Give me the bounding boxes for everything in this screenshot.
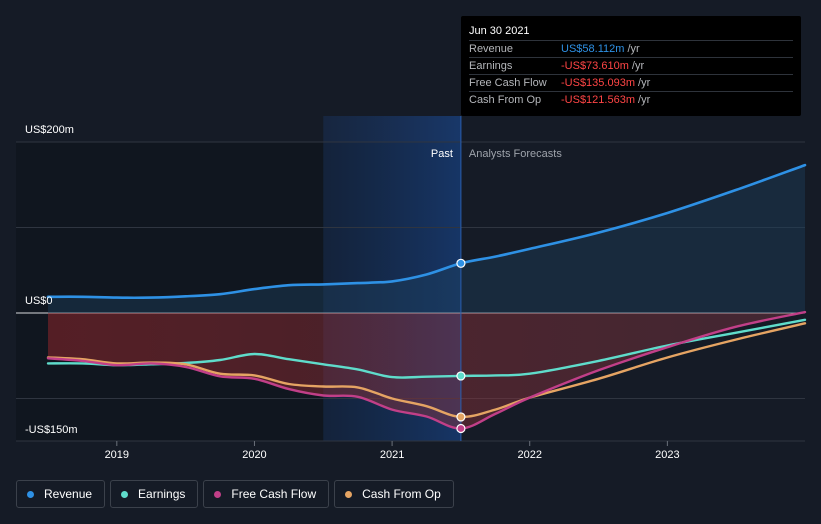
free-cash-flow-dot-icon xyxy=(214,490,222,498)
x-tick-label: 2022 xyxy=(517,449,541,461)
legend-label: Revenue xyxy=(44,487,93,501)
tooltip-row-revenue: Revenue US$58.112m /yr xyxy=(469,40,793,57)
revenue-area xyxy=(48,165,805,313)
cash-from-op-marker xyxy=(456,412,466,422)
series-lines xyxy=(46,163,807,430)
tooltip-row-cash-from-op: Cash From Op -US$121.563m /yr xyxy=(469,91,793,108)
negative-area xyxy=(48,312,805,429)
cash-from-op-dot-icon xyxy=(345,490,353,498)
tooltip-label: Revenue xyxy=(469,43,514,55)
legend-item-cash-from-op[interactable]: Cash From Op xyxy=(334,480,454,508)
earnings-marker xyxy=(456,371,466,381)
tooltip-label: Earnings xyxy=(469,60,513,72)
x-axis-ticks: 2019 2020 2021 2022 2023 xyxy=(105,441,680,461)
earnings-dot-icon xyxy=(121,490,129,498)
x-tick-label: 2020 xyxy=(242,449,266,461)
legend-item-earnings[interactable]: Earnings xyxy=(110,480,199,508)
free-cash-flow-line xyxy=(46,310,807,430)
y-label-bottom: -US$150m xyxy=(25,424,78,436)
revenue-line xyxy=(46,163,807,300)
tooltip-row-earnings: Earnings -US$73.610m /yr xyxy=(469,57,793,74)
tooltip-value: -US$135.093m /yr xyxy=(561,77,651,89)
legend-item-revenue[interactable]: Revenue xyxy=(16,480,106,508)
tooltip-label: Free Cash Flow xyxy=(469,77,547,89)
legend-label: Free Cash Flow xyxy=(231,487,317,501)
revenue-dot-icon xyxy=(27,490,34,498)
y-label-zero: US$0 xyxy=(25,295,53,307)
tooltip-row-free-cash-flow: Free Cash Flow -US$135.093m /yr xyxy=(469,74,793,91)
tooltip: Jun 30 2021 Revenue US$58.112m /yr Earni… xyxy=(461,16,801,116)
tooltip-value: -US$121.563m /yr xyxy=(561,94,651,106)
revenue-marker xyxy=(456,258,466,268)
x-tick-label: 2019 xyxy=(105,449,129,461)
legend-item-free-cash-flow[interactable]: Free Cash Flow xyxy=(203,480,330,508)
legend-label: Earnings xyxy=(138,487,186,501)
x-tick-label: 2021 xyxy=(380,449,404,461)
forecast-label: Analysts Forecasts xyxy=(469,148,562,160)
tooltip-value: US$58.112m /yr xyxy=(561,43,640,55)
x-tick-label: 2023 xyxy=(655,449,679,461)
legend-label: Cash From Op xyxy=(362,487,441,501)
tooltip-value: -US$73.610m /yr xyxy=(561,60,645,72)
tooltip-date: Jun 30 2021 xyxy=(469,25,530,37)
tooltip-label: Cash From Op xyxy=(469,94,542,106)
legend: Revenue Earnings Free Cash Flow Cash Fro… xyxy=(16,480,454,510)
y-label-top: US$200m xyxy=(25,124,74,136)
series-fills xyxy=(48,165,805,429)
free-cash-flow-marker xyxy=(456,423,466,434)
series-markers xyxy=(456,258,466,434)
past-label: Past xyxy=(431,148,453,160)
